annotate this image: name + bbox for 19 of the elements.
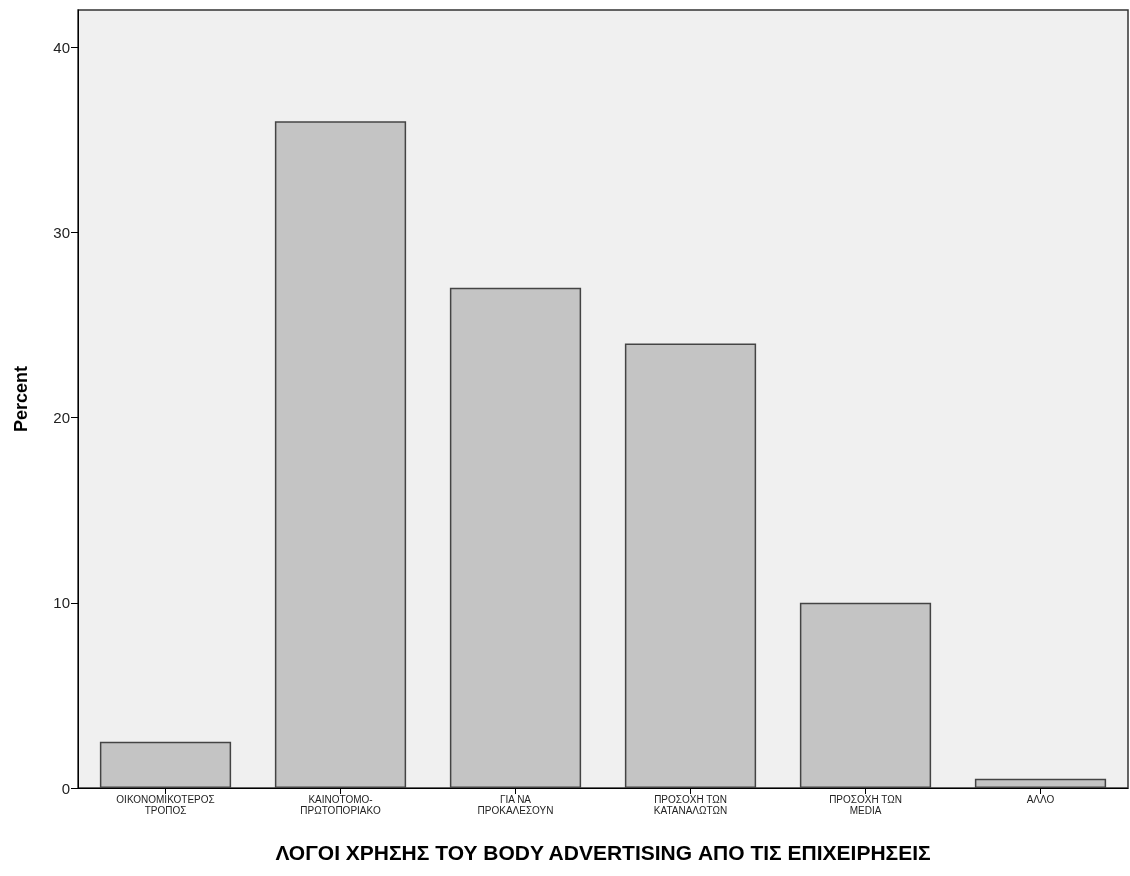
x-tick-label: ΚΑΙΝΟΤΟΜΟ- ΠΡΩΤΟΠΟΡΙΑΚΟ xyxy=(300,794,381,816)
bar xyxy=(274,121,407,788)
x-tick-label: ΠΡΟΣΟΧΗ ΤΩΝ ΚΑΤΑΝΑΛΩΤΩΝ xyxy=(653,794,728,816)
y-tick-label: 10 xyxy=(53,594,70,612)
x-tick-label: ΓΙΑ ΝΑ ΠΡΟΚΑΛΕΣΟΥΝ xyxy=(477,794,554,816)
x-axis-title: ΛΟΓΟΙ ΧΡΗΣΗΣ ΤΟΥ BODY ADVERTISING ΑΠΟ ΤΙΣ ΕΠΙΧΕΙΡΗΣΕΙΣ xyxy=(275,841,931,864)
x-tick-label: ΟΙΚΟΝΟΜΙΚΟΤΕΡΟΣ ΤΡΟΠΟΣ xyxy=(116,794,215,816)
y-tick-label: 20 xyxy=(53,409,70,427)
bar xyxy=(974,778,1107,788)
y-tick-label: 0 xyxy=(61,779,70,797)
bar xyxy=(99,741,232,788)
bar xyxy=(624,343,757,788)
y-axis-title: Percent xyxy=(11,365,31,433)
y-tick-label: 40 xyxy=(53,38,70,56)
y-tick-label: 30 xyxy=(53,223,70,241)
bar xyxy=(449,287,582,788)
bar xyxy=(799,602,932,788)
x-tick-label: ΑΛΛΟ xyxy=(1026,794,1055,805)
x-tick-label: ΠΡΟΣΟΧΗ ΤΩΝ MEDIA xyxy=(829,794,902,816)
